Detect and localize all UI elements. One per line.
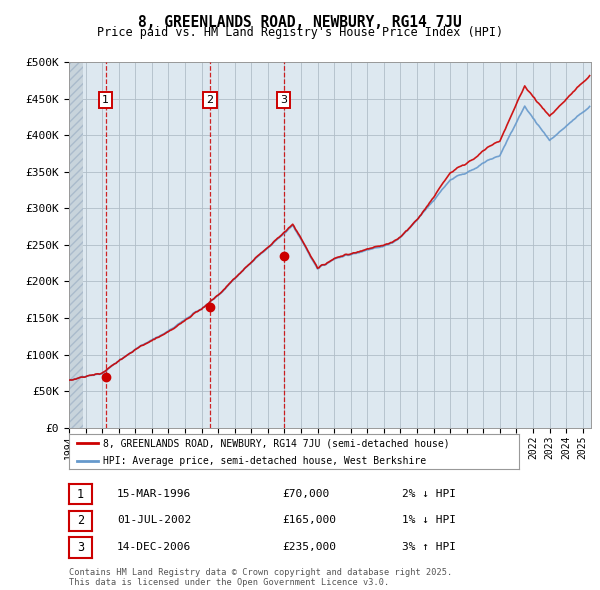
Text: 2: 2: [77, 514, 84, 527]
Text: Contains HM Land Registry data © Crown copyright and database right 2025.
This d: Contains HM Land Registry data © Crown c…: [69, 568, 452, 587]
Text: 8, GREENLANDS ROAD, NEWBURY, RG14 7JU: 8, GREENLANDS ROAD, NEWBURY, RG14 7JU: [138, 15, 462, 30]
Text: 8, GREENLANDS ROAD, NEWBURY, RG14 7JU (semi-detached house): 8, GREENLANDS ROAD, NEWBURY, RG14 7JU (s…: [103, 438, 449, 448]
Text: 14-DEC-2006: 14-DEC-2006: [117, 542, 191, 552]
Text: £235,000: £235,000: [282, 542, 336, 552]
Text: 2% ↓ HPI: 2% ↓ HPI: [402, 489, 456, 499]
Text: 15-MAR-1996: 15-MAR-1996: [117, 489, 191, 499]
Text: 1% ↓ HPI: 1% ↓ HPI: [402, 516, 456, 525]
Text: HPI: Average price, semi-detached house, West Berkshire: HPI: Average price, semi-detached house,…: [103, 456, 426, 466]
Bar: [69, 62, 83, 428]
Text: 1: 1: [77, 488, 84, 501]
Text: 3: 3: [280, 96, 287, 106]
Text: 3: 3: [77, 541, 84, 554]
Text: £165,000: £165,000: [282, 516, 336, 525]
Text: 01-JUL-2002: 01-JUL-2002: [117, 516, 191, 525]
Text: £70,000: £70,000: [282, 489, 329, 499]
Text: Price paid vs. HM Land Registry's House Price Index (HPI): Price paid vs. HM Land Registry's House …: [97, 26, 503, 39]
Text: 1: 1: [102, 96, 109, 106]
Text: 3% ↑ HPI: 3% ↑ HPI: [402, 542, 456, 552]
Text: 2: 2: [206, 96, 214, 106]
